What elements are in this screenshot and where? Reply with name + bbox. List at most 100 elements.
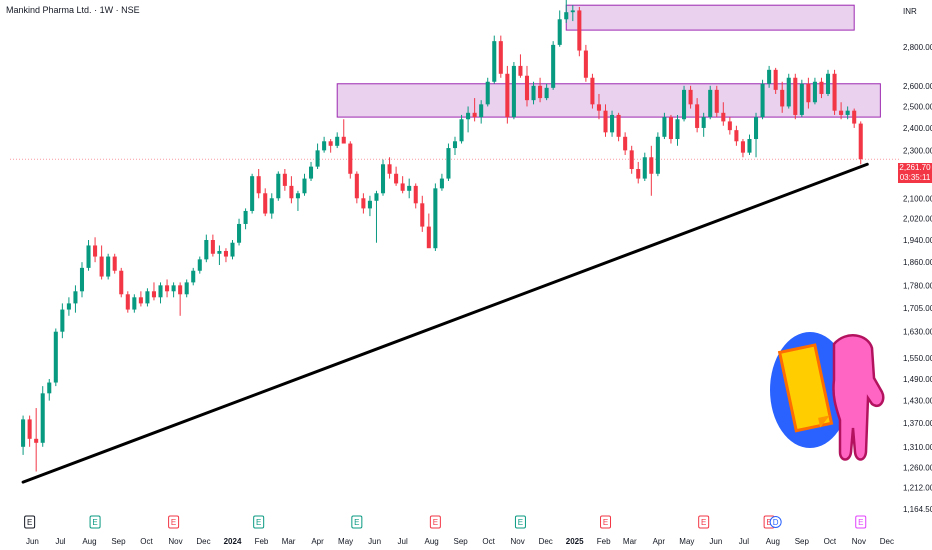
candle [485,77,490,107]
candle-body [616,114,621,137]
candle-body [557,19,562,45]
earnings-e-icon [855,515,867,529]
candle-body [786,77,791,107]
candle [263,188,268,217]
y-tick-label: 2,100.00 [903,194,932,203]
x-tick-label: Dec [539,537,553,546]
candle [269,193,274,219]
earnings-event-marker[interactable]: E [855,515,867,529]
candle-body [27,419,32,439]
candle-body [479,104,484,118]
y-tick-label: 1,430.00 [903,397,932,406]
x-tick-label: Jul [739,537,749,546]
earnings-e-icon [600,515,612,529]
y-tick-label: 1,550.00 [903,354,932,363]
candle-body [335,136,340,146]
countdown-value: 03:35:11 [899,173,931,182]
earnings-e-icon [24,515,36,529]
candle [106,253,111,280]
candle [708,85,713,120]
candle [786,73,791,109]
candle-body [439,178,444,189]
earnings-event-marker[interactable]: E [253,515,265,529]
candle-body [610,114,615,133]
earnings-event-marker[interactable]: E [514,515,526,529]
candle [407,178,412,199]
candle-body [420,203,425,227]
candle [309,161,314,182]
title-separator-2: · [115,5,119,15]
earnings-event-marker[interactable]: E [600,515,612,529]
dividend-event-marker[interactable]: D [769,516,782,528]
x-tick-label: Jun [26,537,39,546]
x-tick-label: Oct [824,537,837,546]
chart-title: Mankind Pharma Ltd. · 1W · NSE [6,5,140,15]
candle [119,267,124,298]
candle-body [387,164,392,174]
x-tick-label: 2024 [224,537,242,546]
candle-body [655,136,660,174]
x-tick-label: Sep [111,537,126,546]
candle [243,208,248,230]
candle-body [727,121,732,131]
candle [721,102,726,126]
last-price-value: 2,261.70 [899,163,931,172]
candle-body [243,210,248,224]
candle [596,93,601,120]
earnings-event-marker[interactable]: E [351,515,363,529]
candle-body [773,69,778,90]
y-tick-label: 1,630.00 [903,328,932,337]
candle [603,104,608,137]
candle-body [466,112,471,120]
candle-body [263,193,268,214]
candle [210,234,215,257]
y-tick-label: 2,500.00 [903,102,932,111]
candle-body [184,282,189,295]
candle-body [99,256,104,277]
candle [655,132,660,177]
earnings-event-marker[interactable]: E [89,515,101,529]
candle [459,114,464,144]
sticker-paper-icon [777,343,834,433]
candle-body [223,250,228,257]
candle [158,282,163,304]
candle-body [538,85,543,99]
earnings-event-marker[interactable]: E [429,515,441,529]
candle [361,193,366,214]
candle-body [649,157,654,174]
earnings-event-marker[interactable]: E [24,515,36,529]
candle-body [492,41,497,82]
candle [217,245,222,266]
currency-label: INR [903,7,917,16]
earnings-event-marker[interactable]: E [168,515,180,529]
earnings-event-marker[interactable]: E [698,515,710,529]
symbol-name: Mankind Pharma Ltd. [6,5,92,15]
candle [400,176,405,194]
candle [714,85,719,118]
y-tick-label: 2,800.00 [903,43,932,52]
candle-body [53,331,58,383]
candle [197,256,202,274]
candle [564,0,569,23]
candle-body [413,185,418,204]
candle [446,143,451,182]
candle-body [839,110,844,115]
candle-body [302,178,307,194]
exchange-label: NSE [121,5,140,15]
candle-body [145,291,150,304]
event-letter: E [858,518,863,527]
candle-body [793,77,798,115]
candle-body [230,242,235,257]
candle-body [577,10,582,51]
candle [99,245,104,280]
candle-body [472,112,477,118]
candle [73,285,78,313]
event-letter: E [92,518,97,527]
candle [145,288,150,307]
candle [511,62,516,120]
earnings-e-icon [168,515,180,529]
candle-body [341,136,346,144]
candle-body [178,285,183,295]
candle [642,152,647,182]
